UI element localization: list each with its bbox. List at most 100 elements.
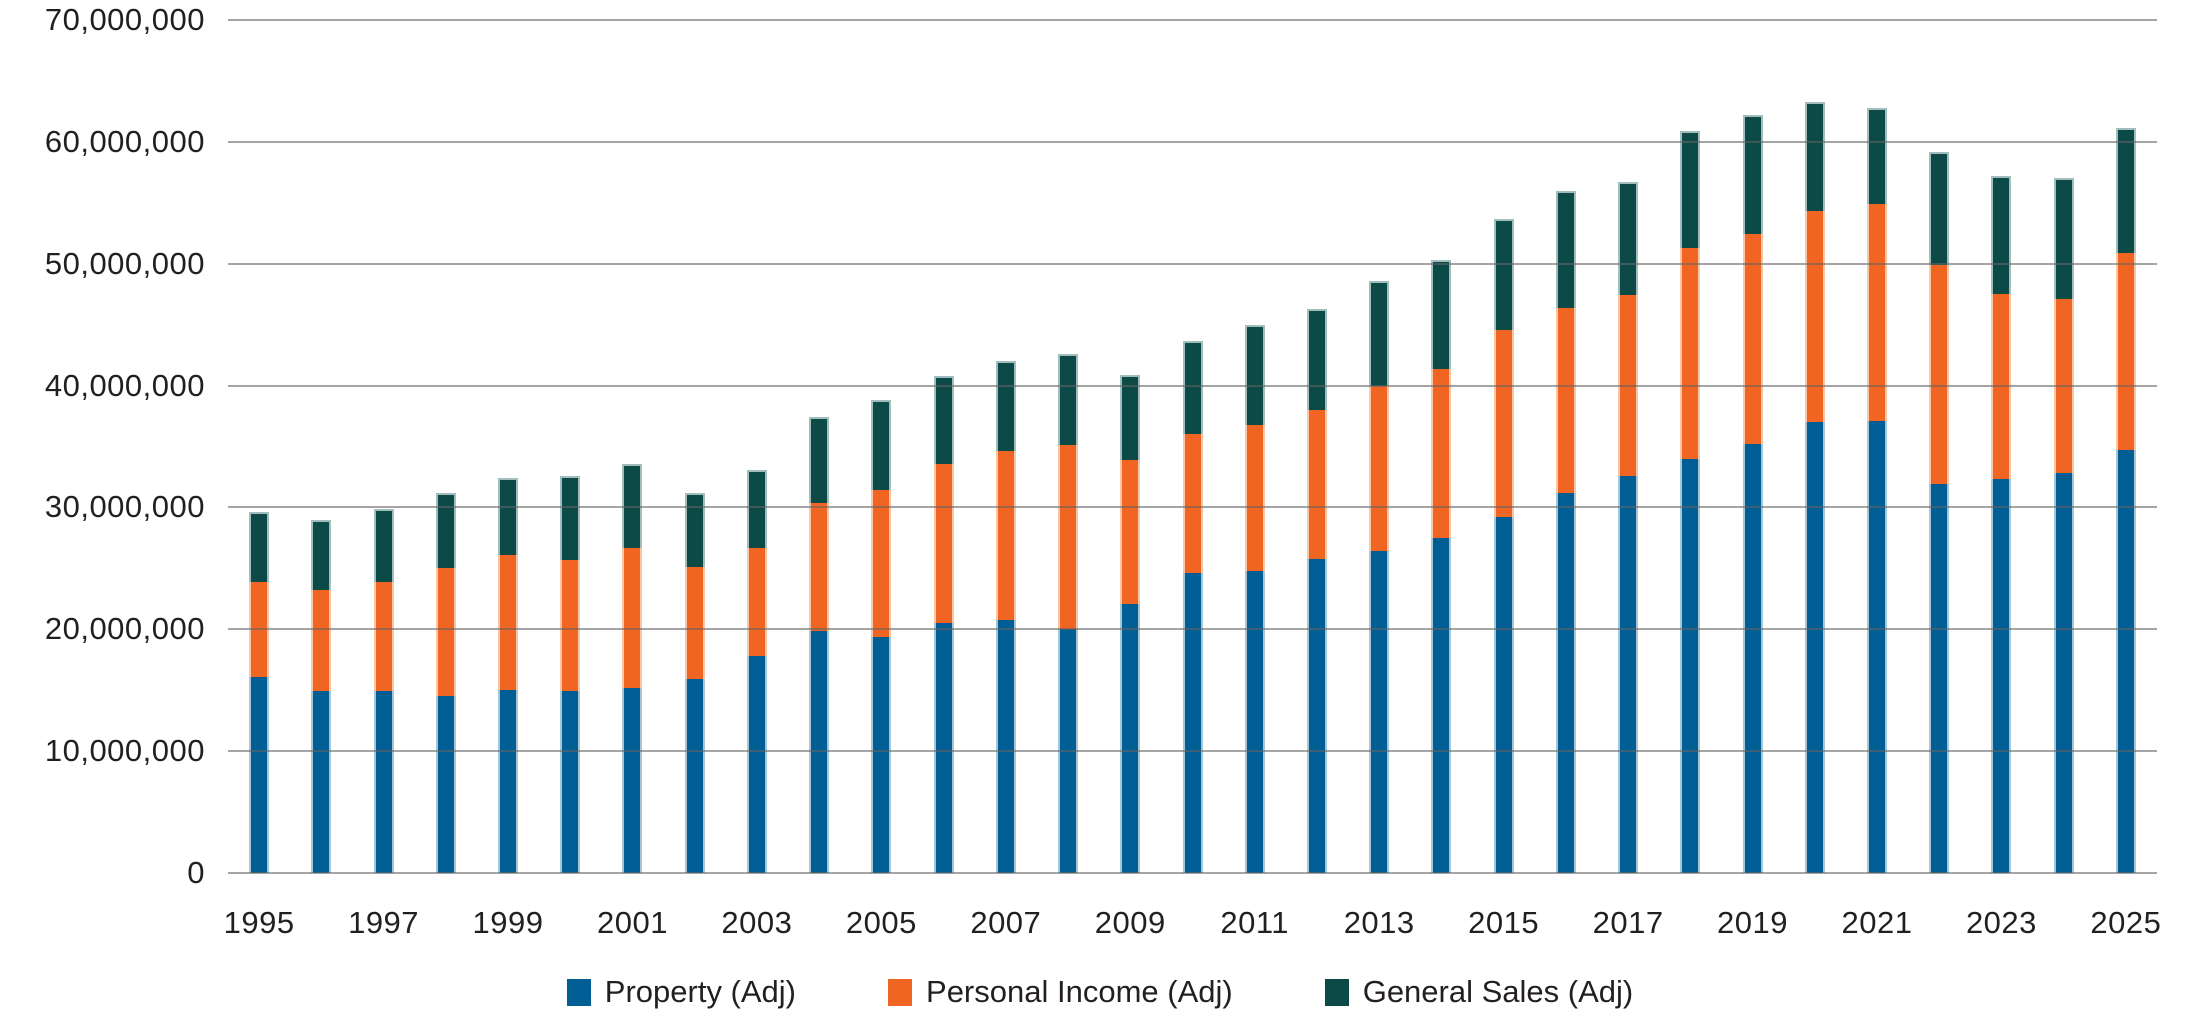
bar-segment-property-adj bbox=[684, 679, 705, 873]
y-axis-label: 0 bbox=[187, 855, 205, 890]
gridline bbox=[228, 506, 2157, 509]
bar-segment-personal-income-adj bbox=[871, 490, 892, 637]
bar-segment-property-adj bbox=[1431, 537, 1452, 873]
gridline bbox=[228, 384, 2157, 387]
legend-swatch-personal-income-icon bbox=[888, 978, 913, 1006]
bar-segment-general-sales-adj bbox=[1058, 353, 1079, 446]
bar-segment-personal-income-adj bbox=[1493, 329, 1514, 518]
bar-segment-general-sales-adj bbox=[1493, 218, 1514, 330]
bar-segment-property-adj bbox=[622, 687, 643, 873]
y-axis-label: 30,000,000 bbox=[44, 489, 205, 525]
x-axis-label: 2021 bbox=[1841, 905, 1913, 940]
bar-segment-personal-income-adj bbox=[1369, 385, 1390, 552]
bar-segment-personal-income-adj bbox=[933, 463, 954, 624]
x-axis-label: 2017 bbox=[1592, 905, 1664, 940]
bar-2013 bbox=[1369, 280, 1390, 873]
bar-segment-personal-income-adj bbox=[684, 567, 705, 680]
bar-segment-personal-income-adj bbox=[560, 559, 581, 692]
bar-segment-personal-income-adj bbox=[1058, 445, 1079, 630]
bar-segment-general-sales-adj bbox=[2053, 178, 2074, 300]
legend-item-personal-income: Personal Income (Adj) bbox=[888, 972, 1233, 1012]
bar-segment-personal-income-adj bbox=[498, 554, 519, 691]
bar-segment-general-sales-adj bbox=[995, 361, 1016, 452]
bar-segment-general-sales-adj bbox=[1866, 107, 1887, 205]
bar-segment-personal-income-adj bbox=[1929, 264, 1950, 485]
legend-label-personal-income: Personal Income (Adj) bbox=[926, 974, 1233, 1009]
x-axis-label: 1995 bbox=[223, 905, 295, 940]
bar-2003 bbox=[746, 469, 767, 873]
bar-segment-property-adj bbox=[311, 691, 332, 873]
y-axis-label: 10,000,000 bbox=[44, 733, 205, 769]
bar-2005 bbox=[871, 400, 892, 873]
gridline bbox=[228, 628, 2157, 631]
bar-2004 bbox=[809, 417, 830, 873]
bar-segment-personal-income-adj bbox=[1431, 368, 1452, 538]
bar-segment-property-adj bbox=[249, 676, 270, 873]
bar-segment-personal-income-adj bbox=[809, 502, 830, 631]
bar-2001 bbox=[622, 463, 643, 873]
bar-segment-personal-income-adj bbox=[311, 590, 332, 692]
bar-2015 bbox=[1493, 218, 1514, 873]
bar-segment-property-adj bbox=[995, 619, 1016, 873]
bar-2014 bbox=[1431, 260, 1452, 873]
bar-segment-general-sales-adj bbox=[746, 469, 767, 548]
bar-segment-general-sales-adj bbox=[435, 492, 456, 569]
bar-2022 bbox=[1929, 151, 1950, 873]
bar-segment-property-adj bbox=[1120, 603, 1141, 873]
bar-segment-property-adj bbox=[560, 691, 581, 873]
bar-segment-property-adj bbox=[1742, 444, 1763, 873]
bar-segment-personal-income-adj bbox=[1991, 294, 2012, 480]
bar-segment-personal-income-adj bbox=[1244, 424, 1265, 571]
x-axis-label: 2007 bbox=[970, 905, 1042, 940]
bar-segment-property-adj bbox=[871, 636, 892, 873]
bar-segment-general-sales-adj bbox=[1680, 130, 1701, 248]
bar-segment-general-sales-adj bbox=[1742, 115, 1763, 235]
bar-segment-general-sales-adj bbox=[498, 478, 519, 555]
x-axis-label: 2019 bbox=[1717, 905, 1789, 940]
bar-segment-general-sales-adj bbox=[249, 512, 270, 582]
bar-segment-property-adj bbox=[933, 623, 954, 873]
bar-segment-general-sales-adj bbox=[1431, 260, 1452, 369]
y-axis-label: 70,000,000 bbox=[44, 2, 205, 37]
bar-segment-personal-income-adj bbox=[746, 547, 767, 657]
bar-segment-property-adj bbox=[1929, 484, 1950, 873]
bar-1997 bbox=[373, 508, 394, 873]
legend-swatch-property-icon bbox=[566, 978, 591, 1006]
bar-2023 bbox=[1991, 176, 2012, 873]
y-axis-label: 60,000,000 bbox=[44, 123, 205, 159]
bar-segment-personal-income-adj bbox=[1680, 247, 1701, 459]
bar-2000 bbox=[560, 475, 581, 873]
bar-2017 bbox=[1618, 182, 1639, 873]
bar-segment-property-adj bbox=[1991, 479, 2012, 873]
bar-segment-property-adj bbox=[1804, 422, 1825, 873]
y-axis-label: 40,000,000 bbox=[44, 367, 205, 403]
legend-item-property: Property (Adj) bbox=[566, 972, 797, 1012]
bar-segment-general-sales-adj bbox=[684, 492, 705, 568]
x-axis-label: 2013 bbox=[1343, 905, 1415, 940]
bar-2024 bbox=[2053, 178, 2074, 873]
bar-2008 bbox=[1058, 353, 1079, 873]
x-axis-label: 2003 bbox=[721, 905, 793, 940]
bar-segment-general-sales-adj bbox=[1306, 308, 1327, 410]
bar-segment-general-sales-adj bbox=[373, 508, 394, 582]
bar-segment-property-adj bbox=[435, 696, 456, 873]
bar-segment-general-sales-adj bbox=[560, 475, 581, 560]
gridline bbox=[228, 750, 2157, 753]
bar-segment-general-sales-adj bbox=[1929, 151, 1950, 265]
bar-2016 bbox=[1555, 190, 1576, 873]
x-axis-label: 2005 bbox=[845, 905, 917, 940]
bar-2009 bbox=[1120, 374, 1141, 873]
x-axis-label: 2001 bbox=[596, 905, 668, 940]
legend-label-property: Property (Adj) bbox=[604, 974, 797, 1009]
bar-segment-personal-income-adj bbox=[1555, 307, 1576, 493]
bar-segment-general-sales-adj bbox=[933, 375, 954, 464]
x-axis-label: 2025 bbox=[2090, 905, 2162, 940]
legend: Property (Adj) Personal Income (Adj) Gen… bbox=[0, 972, 2200, 1012]
y-axis-label: 20,000,000 bbox=[44, 611, 205, 647]
x-axis-label: 1999 bbox=[472, 905, 544, 940]
x-axis-label: 1997 bbox=[348, 905, 420, 940]
bar-segment-personal-income-adj bbox=[1120, 459, 1141, 604]
bar-2007 bbox=[995, 361, 1016, 873]
bar-segment-general-sales-adj bbox=[2115, 128, 2136, 253]
